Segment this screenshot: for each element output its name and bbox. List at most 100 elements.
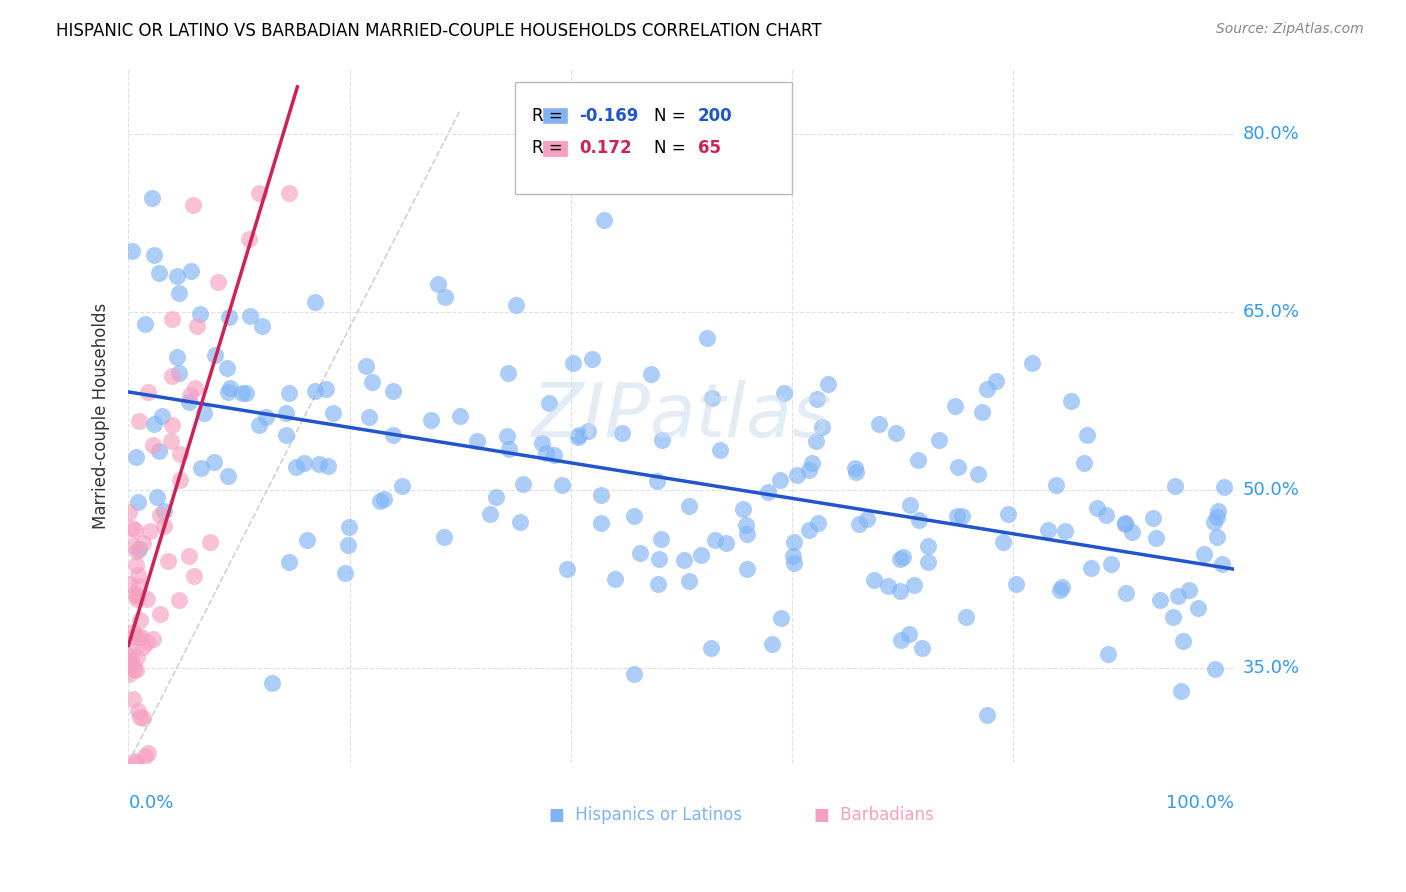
Point	[917, 555, 939, 569]
Point	[183, 198, 205, 212]
Point	[907, 453, 929, 467]
Point	[1073, 456, 1095, 470]
Point	[118, 577, 141, 591]
Point	[143, 417, 166, 431]
Point	[125, 558, 148, 572]
Point	[817, 377, 839, 392]
Point	[704, 533, 727, 547]
Point	[807, 516, 830, 530]
Point	[1050, 580, 1073, 594]
Point	[911, 641, 934, 656]
Point	[149, 508, 172, 523]
Point	[769, 611, 792, 625]
Text: ZIPatlas: ZIPatlas	[531, 380, 831, 451]
Point	[551, 477, 574, 491]
Point	[862, 573, 884, 587]
Point	[188, 307, 211, 321]
Point	[1202, 515, 1225, 529]
Point	[1085, 501, 1108, 516]
Point	[890, 632, 912, 647]
Point	[433, 530, 456, 544]
Point	[148, 266, 170, 280]
Point	[1204, 663, 1226, 677]
Point	[278, 555, 301, 569]
Point	[124, 586, 146, 600]
Point	[1036, 523, 1059, 537]
Point	[315, 383, 337, 397]
Point	[124, 524, 146, 538]
Point	[734, 518, 756, 533]
Point	[1054, 524, 1077, 539]
Point	[1144, 531, 1167, 545]
Point	[509, 516, 531, 530]
Point	[184, 381, 207, 395]
Point	[274, 428, 297, 442]
Point	[561, 356, 583, 370]
Point	[997, 507, 1019, 521]
Text: N =: N =	[654, 139, 685, 157]
Point	[193, 406, 215, 420]
Text: Source: ZipAtlas.com: Source: ZipAtlas.com	[1216, 22, 1364, 37]
Point	[903, 578, 925, 592]
Point	[141, 191, 163, 205]
Point	[145, 491, 167, 505]
Point	[530, 435, 553, 450]
Point	[797, 463, 820, 477]
Point	[678, 574, 700, 588]
Point	[945, 399, 967, 413]
Point	[645, 474, 668, 488]
Point	[135, 635, 157, 649]
Point	[135, 591, 157, 606]
Text: R =: R =	[531, 139, 562, 157]
Y-axis label: Married-couple Households: Married-couple Households	[93, 302, 110, 529]
Point	[783, 535, 806, 549]
Point	[1060, 393, 1083, 408]
Point	[179, 264, 201, 278]
Text: 100.0%: 100.0%	[1166, 794, 1234, 812]
Point	[966, 467, 988, 481]
Point	[1167, 590, 1189, 604]
Point	[361, 375, 384, 389]
Text: N =: N =	[654, 107, 685, 125]
Point	[125, 544, 148, 558]
Text: 50.0%: 50.0%	[1243, 481, 1299, 499]
Text: 0.172: 0.172	[579, 139, 633, 157]
Point	[623, 666, 645, 681]
Point	[589, 488, 612, 502]
Point	[132, 640, 155, 654]
Point	[373, 491, 395, 506]
Point	[1211, 557, 1233, 571]
Point	[799, 523, 821, 537]
Point	[160, 368, 183, 383]
Point	[1097, 647, 1119, 661]
Point	[756, 485, 779, 500]
Point	[139, 524, 162, 538]
Point	[761, 637, 783, 651]
Point	[856, 511, 879, 525]
Point	[1045, 478, 1067, 492]
Point	[605, 572, 627, 586]
Point	[1164, 479, 1187, 493]
Point	[217, 469, 239, 483]
Point	[143, 248, 166, 262]
Point	[169, 447, 191, 461]
Point	[543, 449, 565, 463]
Point	[118, 649, 141, 664]
Point	[131, 711, 153, 725]
Point	[142, 437, 165, 451]
Point	[772, 386, 794, 401]
Point	[177, 549, 200, 563]
Point	[449, 409, 471, 424]
Point	[179, 388, 201, 402]
Point	[166, 268, 188, 283]
Point	[134, 748, 156, 763]
Point	[991, 535, 1014, 549]
Point	[202, 455, 225, 469]
Point	[122, 692, 145, 706]
Point	[898, 498, 921, 512]
Point	[292, 456, 315, 470]
Point	[1095, 508, 1118, 523]
Point	[260, 676, 283, 690]
Point	[709, 442, 731, 457]
Point	[976, 382, 998, 396]
